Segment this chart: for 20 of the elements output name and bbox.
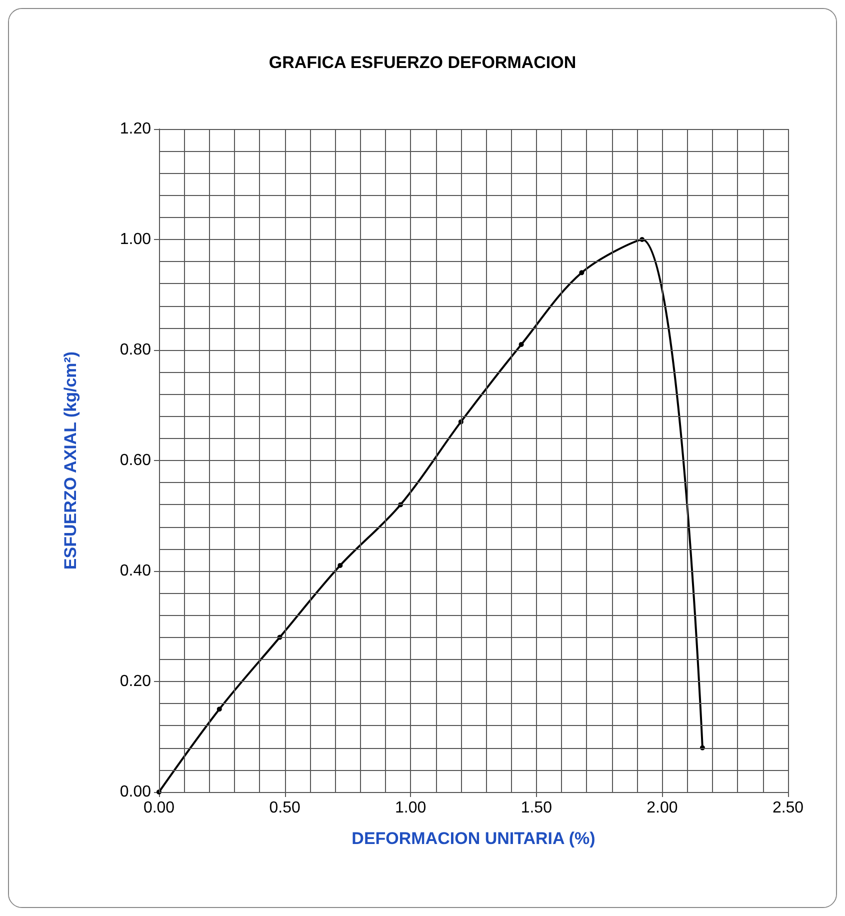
y-tick-label: 0.60 — [120, 452, 152, 469]
x-tick-label: 2.50 — [772, 800, 804, 816]
chart-title: GRAFICA ESFUERZO DEFORMACION — [268, 53, 576, 72]
x-tick-label: 0.50 — [269, 800, 300, 816]
y-axis-title: ESFUERZO AXIAL (kg/cm²) — [61, 351, 80, 570]
point — [216, 706, 222, 712]
y-tick-label: 1.20 — [120, 120, 152, 138]
y-tick-label: 0.00 — [120, 784, 152, 800]
y-tick-label: 1.00 — [120, 231, 152, 248]
point — [579, 270, 584, 276]
y-tick-label: 0.20 — [120, 673, 152, 690]
point — [518, 342, 524, 347]
x-tick-label: 2.00 — [646, 800, 678, 816]
x-axis-title: DEFORMACION UNITARIA (%) — [352, 829, 596, 848]
y-tick-label: 0.40 — [120, 562, 152, 580]
x-tick-label: 1.00 — [395, 800, 426, 816]
x-tick-label: 0.00 — [143, 800, 175, 816]
y-tick-label: 0.80 — [120, 342, 152, 358]
point — [338, 562, 343, 568]
x-tick-label: 1.50 — [520, 800, 552, 816]
